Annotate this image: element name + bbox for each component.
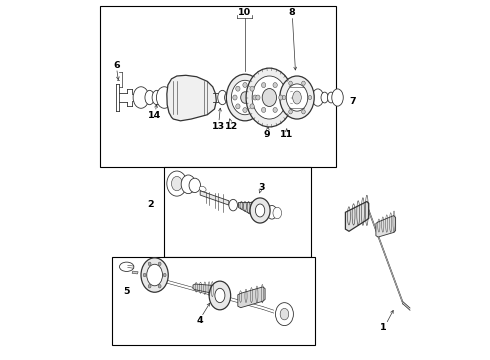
Ellipse shape (215, 288, 225, 303)
Ellipse shape (289, 81, 293, 85)
Ellipse shape (289, 110, 293, 114)
Ellipse shape (236, 104, 240, 109)
Ellipse shape (250, 86, 254, 91)
Ellipse shape (236, 86, 240, 91)
Ellipse shape (332, 89, 343, 106)
Ellipse shape (156, 87, 172, 108)
Text: 11: 11 (280, 130, 293, 139)
Ellipse shape (286, 84, 308, 111)
Ellipse shape (189, 178, 200, 193)
Polygon shape (238, 202, 256, 217)
Ellipse shape (233, 95, 237, 100)
Ellipse shape (133, 87, 149, 108)
Ellipse shape (283, 94, 289, 102)
Ellipse shape (302, 110, 305, 114)
Ellipse shape (158, 284, 161, 288)
Ellipse shape (280, 76, 314, 119)
Ellipse shape (262, 82, 266, 87)
Ellipse shape (224, 93, 231, 103)
Text: 14: 14 (148, 111, 161, 120)
Polygon shape (200, 191, 229, 205)
Ellipse shape (280, 90, 291, 105)
Polygon shape (132, 271, 138, 274)
Ellipse shape (231, 80, 259, 115)
Ellipse shape (246, 68, 293, 127)
Ellipse shape (141, 258, 168, 292)
Polygon shape (345, 202, 368, 231)
Ellipse shape (273, 107, 277, 112)
Text: 13: 13 (212, 122, 225, 131)
Ellipse shape (148, 284, 151, 288)
Ellipse shape (275, 303, 294, 325)
Text: 10: 10 (238, 8, 251, 17)
Ellipse shape (273, 207, 282, 219)
Ellipse shape (256, 95, 260, 100)
Ellipse shape (312, 89, 323, 106)
Ellipse shape (152, 90, 161, 105)
Ellipse shape (243, 108, 247, 113)
Ellipse shape (172, 176, 182, 191)
Ellipse shape (241, 92, 249, 103)
Ellipse shape (267, 206, 277, 219)
Ellipse shape (167, 171, 187, 196)
Text: 9: 9 (264, 130, 270, 139)
Polygon shape (376, 216, 395, 237)
Bar (112, 257, 315, 345)
Ellipse shape (229, 199, 238, 211)
Text: 5: 5 (123, 287, 130, 296)
Polygon shape (193, 284, 215, 293)
Text: 4: 4 (196, 316, 203, 325)
Ellipse shape (280, 309, 289, 320)
Ellipse shape (250, 104, 254, 109)
Bar (100, 6, 337, 167)
Ellipse shape (143, 273, 146, 277)
Polygon shape (238, 287, 265, 308)
Ellipse shape (252, 76, 287, 119)
Ellipse shape (279, 95, 283, 100)
Ellipse shape (145, 90, 154, 105)
Ellipse shape (163, 273, 166, 277)
Ellipse shape (243, 82, 247, 87)
Polygon shape (167, 75, 216, 121)
Ellipse shape (321, 92, 328, 103)
Text: 7: 7 (349, 96, 356, 105)
Ellipse shape (293, 91, 301, 104)
Text: 12: 12 (225, 122, 238, 131)
Ellipse shape (218, 90, 227, 105)
Ellipse shape (250, 198, 270, 223)
Ellipse shape (209, 281, 231, 310)
Ellipse shape (302, 81, 305, 85)
Ellipse shape (327, 92, 335, 103)
Ellipse shape (181, 175, 196, 194)
Ellipse shape (308, 95, 312, 100)
Ellipse shape (158, 262, 161, 266)
Text: 8: 8 (288, 8, 295, 17)
Ellipse shape (253, 95, 257, 100)
Bar (164, 167, 311, 257)
Ellipse shape (147, 264, 163, 286)
Ellipse shape (255, 204, 265, 217)
Text: 6: 6 (113, 62, 120, 71)
Text: 2: 2 (147, 200, 154, 209)
Ellipse shape (199, 186, 206, 192)
Ellipse shape (226, 74, 264, 121)
Ellipse shape (262, 107, 266, 112)
Ellipse shape (120, 262, 134, 271)
Ellipse shape (273, 82, 277, 87)
Ellipse shape (148, 262, 151, 266)
Text: 3: 3 (258, 183, 265, 192)
Text: 1: 1 (380, 323, 387, 332)
Ellipse shape (262, 89, 276, 107)
Ellipse shape (230, 93, 236, 102)
Ellipse shape (282, 95, 286, 100)
